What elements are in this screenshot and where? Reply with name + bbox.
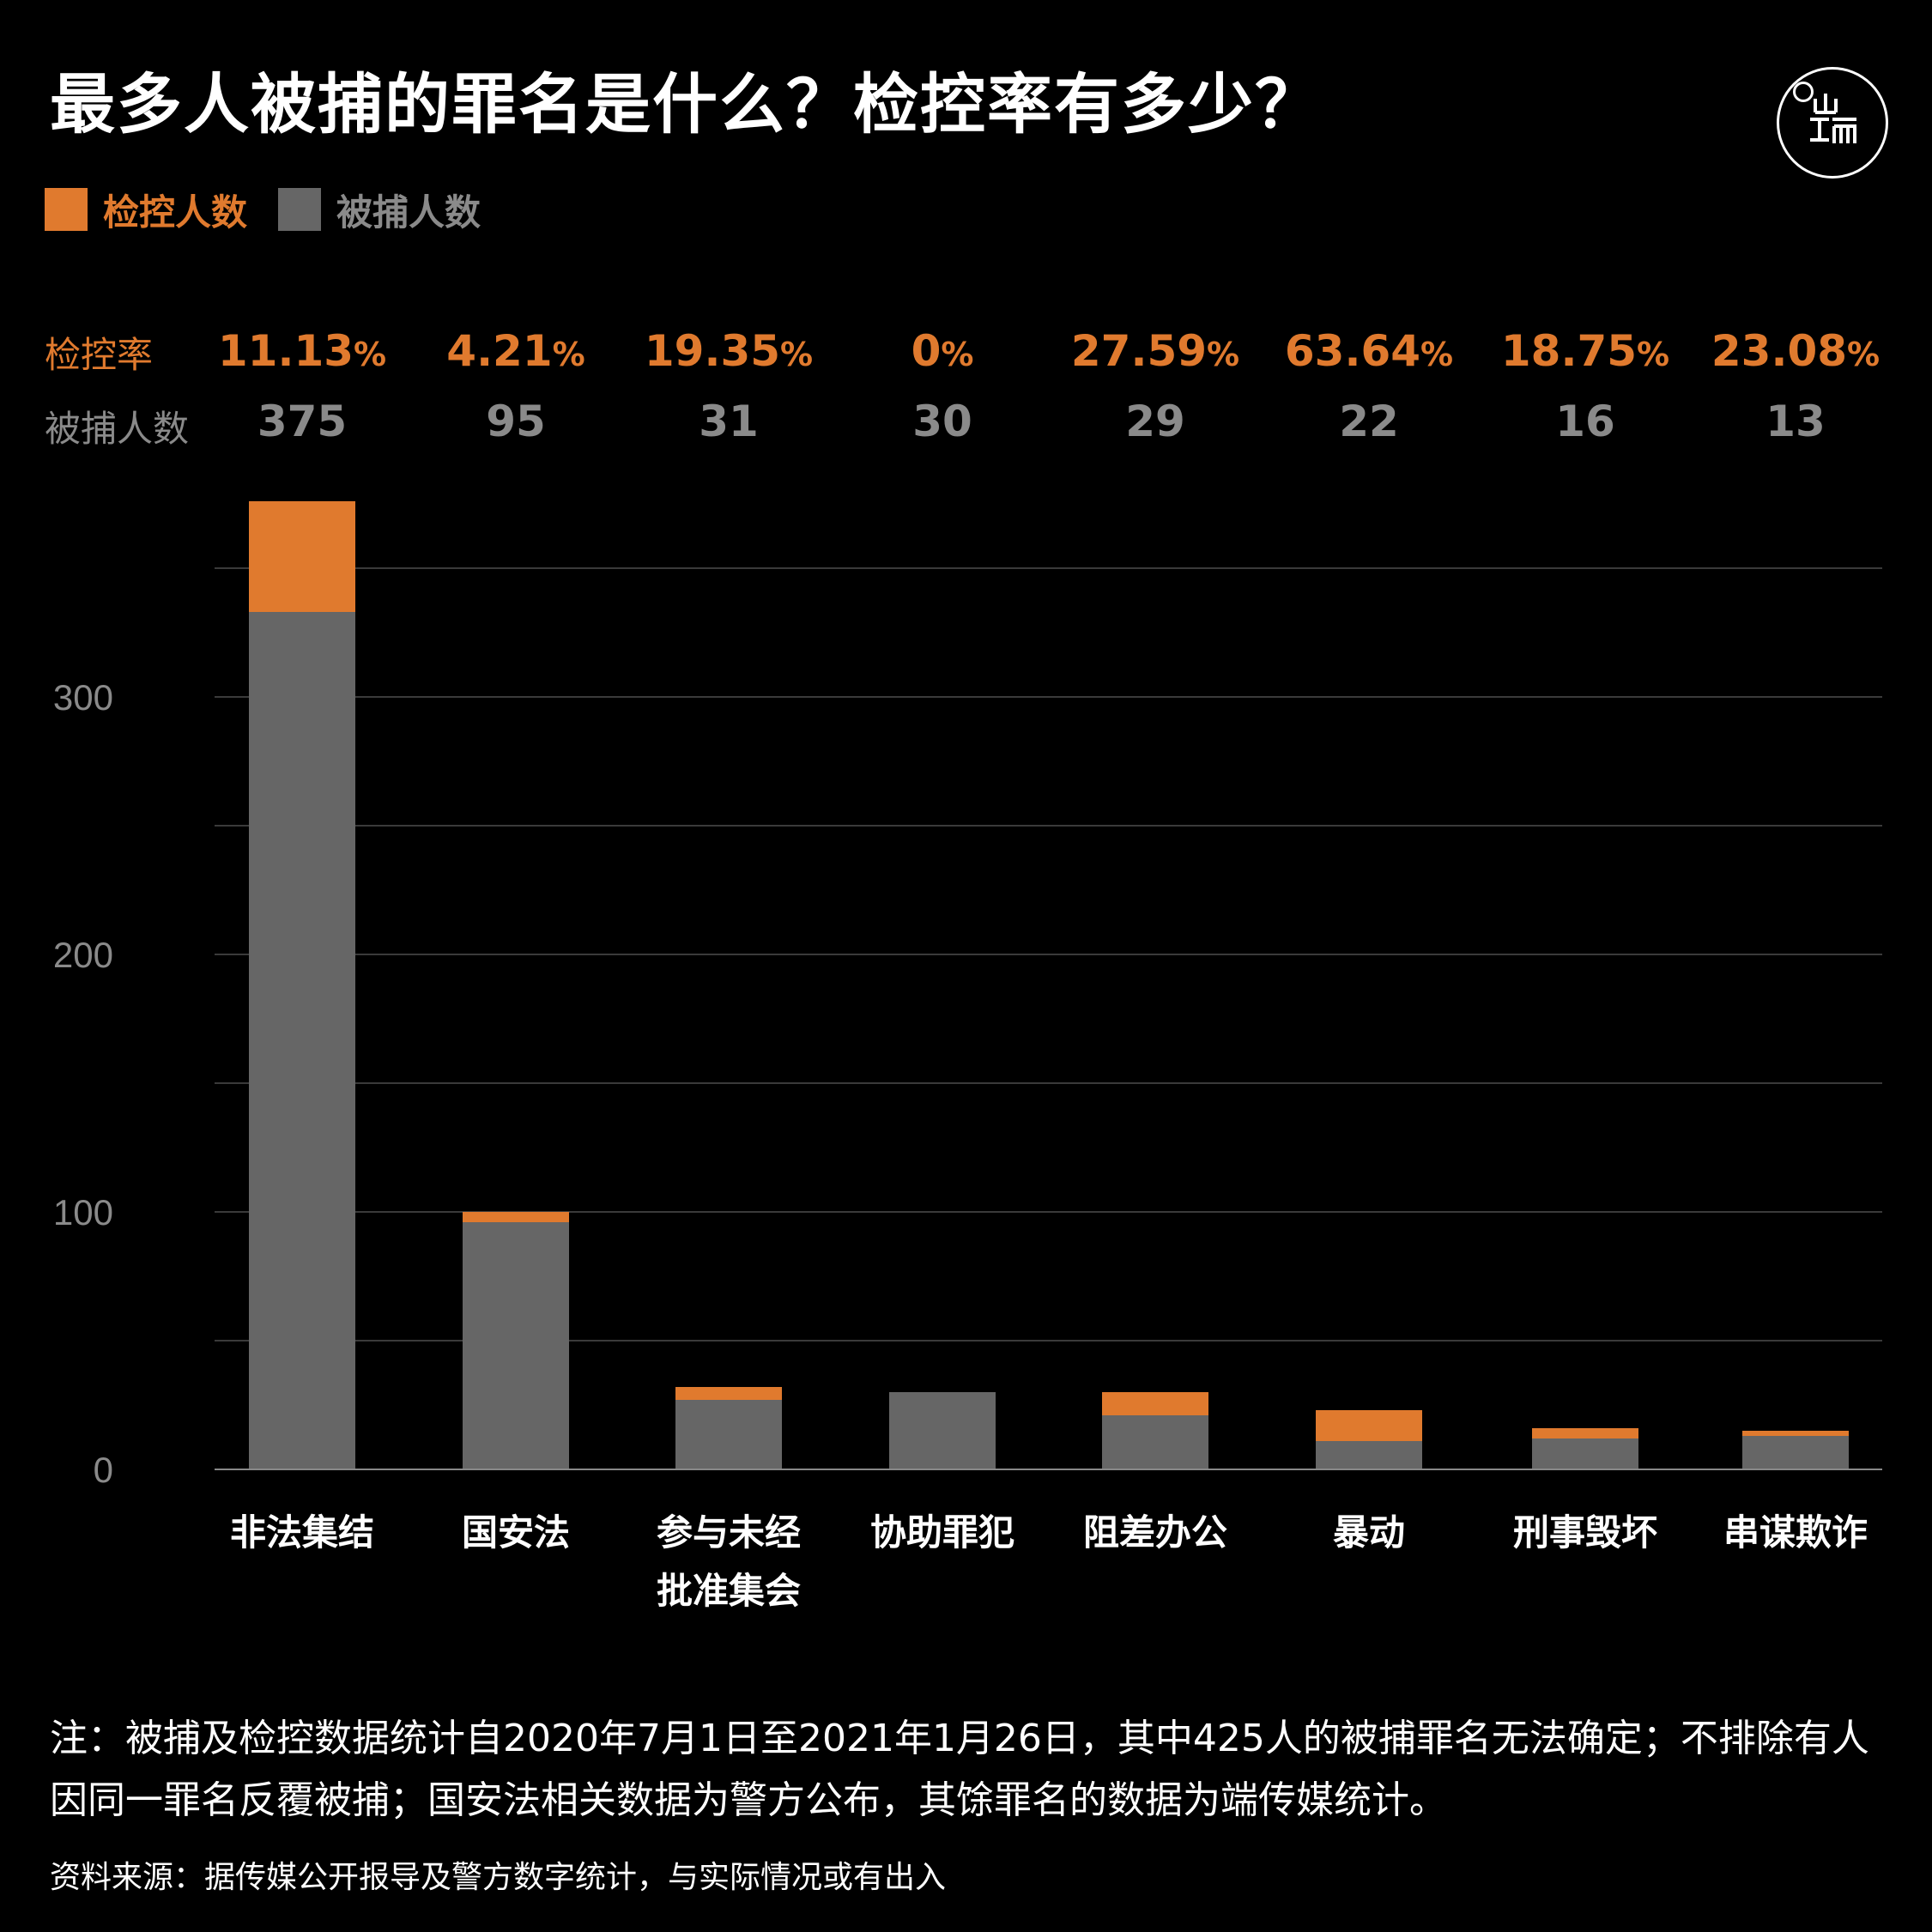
rate-number: 18.75	[1500, 326, 1638, 376]
bar-prosecuted	[1316, 1410, 1422, 1441]
rate-value: 23.08%	[1711, 326, 1880, 376]
count-row-label: 被捕人数	[45, 408, 190, 450]
bar-arrested	[1102, 1415, 1208, 1469]
bar-arrested	[675, 1400, 782, 1469]
rate-value: 19.35%	[645, 326, 813, 376]
bar-arrested	[1532, 1438, 1638, 1469]
bar-arrested	[1316, 1441, 1422, 1469]
x-category-label: 刑事毁坏	[1513, 1511, 1657, 1553]
rate-percent-sign: %	[354, 336, 387, 373]
x-category-label: 串谋欺诈	[1723, 1511, 1868, 1553]
legend-label-prosecuted: 检控人数	[103, 191, 248, 233]
rate-value: 0%	[911, 326, 974, 376]
y-tick-label: 0	[94, 1450, 113, 1490]
source-note: 资料来源：据传媒公开报导及警方数字统计，与实际情况或有出入	[50, 1860, 947, 1895]
y-tick-label: 100	[53, 1192, 113, 1232]
count-value: 16	[1555, 397, 1615, 446]
y-tick-label: 300	[53, 677, 113, 718]
chart-title: 最多人被捕的罪名是什么？检控率有多少？	[50, 66, 1322, 142]
bar-prosecuted	[249, 501, 355, 612]
legend-item-arrested: 被捕人数	[278, 184, 481, 236]
legend-label-arrested: 被捕人数	[336, 191, 481, 233]
rate-percent-sign: %	[1637, 336, 1670, 373]
rate-percent-sign: %	[780, 336, 814, 373]
count-value: 29	[1125, 397, 1185, 446]
rate-percent-sign: %	[1207, 336, 1240, 373]
count-value: 31	[699, 397, 759, 446]
x-category-label: 协助罪犯	[870, 1511, 1014, 1553]
rate-value: 27.59%	[1071, 326, 1239, 376]
bar-arrested	[1742, 1436, 1849, 1469]
rate-number: 63.64	[1284, 326, 1421, 376]
x-category-label: 参与未经	[657, 1511, 801, 1553]
legend: 检控人数 被捕人数	[45, 187, 512, 233]
x-category-label: 非法集结	[230, 1511, 374, 1553]
bar-arrested	[249, 612, 355, 1469]
rate-number: 27.59	[1070, 326, 1208, 376]
bar-arrested	[463, 1222, 569, 1469]
rate-number: 4.21	[446, 326, 553, 376]
legend-swatch-prosecuted	[45, 188, 88, 231]
rate-percent-sign: %	[1420, 336, 1454, 373]
rate-percent-sign: %	[941, 336, 974, 373]
x-category-label: 暴动	[1333, 1511, 1405, 1553]
y-tick-label: 200	[53, 935, 113, 975]
bar-prosecuted	[1532, 1428, 1638, 1438]
legend-item-prosecuted: 检控人数	[45, 184, 247, 236]
count-value: 95	[486, 397, 546, 446]
bar-prosecuted	[1102, 1392, 1208, 1415]
rate-row-label: 检控率	[45, 334, 154, 376]
rate-percent-sign: %	[1847, 336, 1881, 373]
bar-arrested	[889, 1392, 996, 1469]
count-value: 22	[1339, 397, 1399, 446]
rate-value: 63.64%	[1285, 326, 1453, 376]
count-value: 375	[257, 397, 348, 446]
initium-logo-icon	[1777, 67, 1888, 179]
footnote: 注：被捕及检控数据统计自2020年7月1日至2021年1月26日，其中425人的…	[50, 1717, 1869, 1822]
rate-value: 11.13%	[218, 326, 386, 376]
rate-number: 0	[911, 326, 942, 376]
bar-prosecuted	[463, 1212, 569, 1222]
x-category-label: 批准集会	[657, 1570, 801, 1612]
x-category-label: 国安法	[462, 1511, 570, 1553]
legend-swatch-arrested	[278, 188, 322, 231]
rate-value: 18.75%	[1501, 326, 1669, 376]
rate-value: 4.21%	[446, 326, 584, 376]
rate-number: 11.13	[217, 326, 354, 376]
count-value: 13	[1765, 397, 1826, 446]
count-value: 30	[912, 397, 972, 446]
rate-number: 23.08	[1711, 326, 1848, 376]
bar-prosecuted	[675, 1387, 782, 1400]
rate-number: 19.35	[644, 326, 781, 376]
bar-prosecuted	[1742, 1431, 1849, 1436]
rate-percent-sign: %	[552, 336, 585, 373]
x-category-label: 阻差办公	[1083, 1511, 1227, 1553]
